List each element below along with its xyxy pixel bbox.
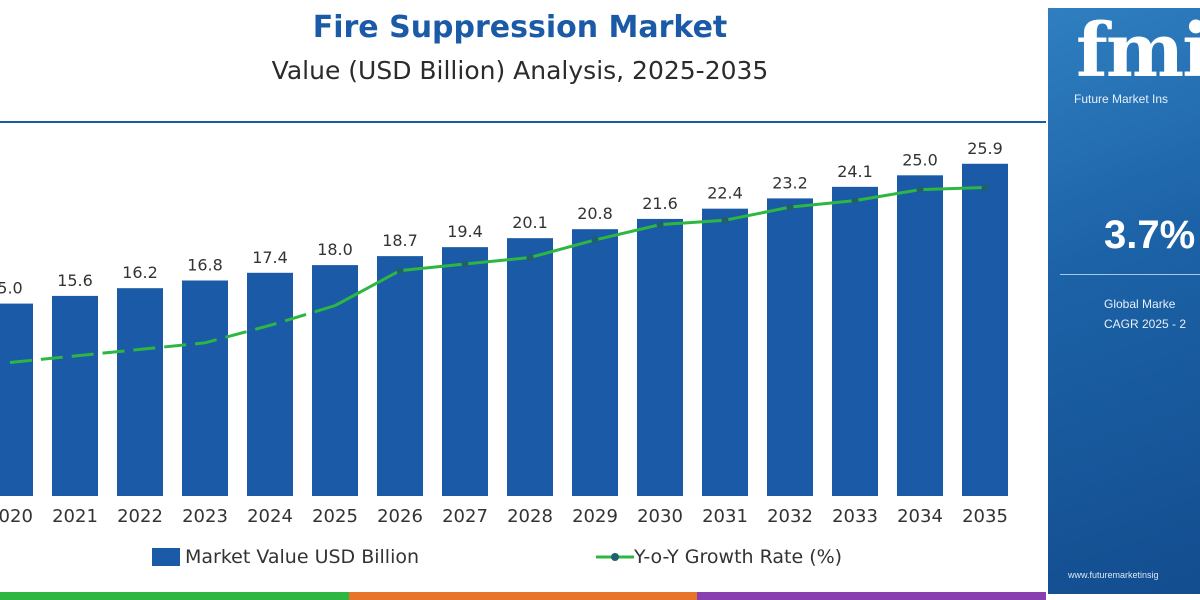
bar-value-label-2031: 22.4 bbox=[707, 184, 743, 203]
cagr-label: Global Marke CAGR 2025 - 2 bbox=[1104, 294, 1186, 334]
bar-value-label-2026: 18.7 bbox=[382, 231, 418, 250]
legend-bar-label: Market Value USD Billion bbox=[185, 546, 419, 568]
x-tick-label-2030: 2030 bbox=[637, 506, 683, 527]
x-tick-label-2026: 2026 bbox=[377, 506, 423, 527]
bar-2021 bbox=[52, 295, 98, 496]
growth-line-dashed bbox=[9, 304, 336, 365]
x-tick-label-2022: 2022 bbox=[117, 506, 163, 527]
x-tick-label-2023: 2023 bbox=[182, 506, 228, 527]
bar-value-label-2028: 20.1 bbox=[512, 213, 548, 232]
x-tick-label-2028: 2028 bbox=[507, 506, 553, 527]
bar-value-label-2022: 16.2 bbox=[122, 263, 158, 282]
growth-point-2033 bbox=[851, 197, 859, 205]
bar-2033 bbox=[832, 186, 878, 497]
side-panel: fmi Future Market Ins 3.7% Global Marke … bbox=[1048, 8, 1200, 594]
legend-line-marker bbox=[611, 553, 619, 561]
bar-2030 bbox=[637, 218, 683, 496]
bar-2032 bbox=[767, 198, 813, 496]
x-tick-label-2031: 2031 bbox=[702, 506, 748, 527]
growth-point-2028 bbox=[526, 253, 534, 261]
growth-point-2026 bbox=[396, 267, 404, 275]
bar-2022 bbox=[117, 288, 163, 496]
x-tick-label-2025: 2025 bbox=[312, 506, 358, 527]
title-divider bbox=[0, 121, 1046, 123]
x-tick-label-2032: 2032 bbox=[767, 506, 813, 527]
bar-value-label-2035: 25.9 bbox=[967, 139, 1003, 158]
bar-value-label-2029: 20.8 bbox=[577, 204, 613, 223]
website-url: www.futuremarketinsig bbox=[1068, 570, 1159, 580]
bar-2023 bbox=[182, 280, 228, 496]
x-tick-label-2033: 2033 bbox=[832, 506, 878, 527]
bottom-color-strip bbox=[0, 592, 1047, 600]
growth-point-2032 bbox=[786, 203, 794, 211]
growth-point-2027 bbox=[461, 260, 469, 268]
bar-2029 bbox=[572, 229, 618, 496]
bar-value-label-2034: 25.0 bbox=[902, 150, 938, 169]
chart-title: Fire Suppression Market bbox=[312, 10, 728, 45]
growth-point-2031 bbox=[721, 216, 729, 224]
bar-labels-group: 5.0 15.6 16.2 16.8 17.4 18.0 18.7 19.4 20.1 20.8 2… bbox=[0, 139, 1003, 298]
x-tick-label-2029: 2029 bbox=[572, 506, 618, 527]
cagr-value: 3.7% bbox=[1104, 213, 1196, 257]
growth-point-2029 bbox=[591, 236, 599, 244]
x-tick-label-2021: 2021 bbox=[52, 506, 98, 527]
strip-segment-green bbox=[0, 592, 349, 600]
bar-2028 bbox=[507, 238, 553, 496]
growth-point-2034 bbox=[916, 186, 924, 194]
bar-value-label-2025: 18.0 bbox=[317, 240, 353, 259]
bar-value-label-2023: 16.8 bbox=[187, 255, 223, 274]
bar-value-label-2030: 21.6 bbox=[642, 194, 678, 213]
growth-line-group bbox=[9, 183, 989, 365]
x-tick-label-2035: 2035 bbox=[962, 506, 1008, 527]
legend-line-label: Y-o-Y Growth Rate (%) bbox=[633, 546, 842, 568]
x-tick-label-2024: 2024 bbox=[247, 506, 293, 527]
bar-value-label-2027: 19.4 bbox=[447, 222, 483, 241]
chart-canvas: 5.0 15.6 16.2 16.8 17.4 18.0 18.7 19.4 20.1 20.8 2… bbox=[0, 139, 1008, 568]
bars-group bbox=[0, 163, 1008, 497]
legend-bar-swatch bbox=[152, 548, 180, 566]
bar-2031 bbox=[702, 208, 748, 497]
bar-2024 bbox=[247, 272, 293, 496]
cagr-label-line2: CAGR 2025 - 2 bbox=[1104, 317, 1187, 331]
bar-value-label-2032: 23.2 bbox=[772, 173, 808, 192]
x-tick-label-2034: 2034 bbox=[897, 506, 943, 527]
bar-2034 bbox=[897, 175, 943, 496]
growth-point-2035 bbox=[981, 183, 989, 191]
logo-tagline: Future Market Ins bbox=[1074, 92, 1169, 106]
growth-point-2030 bbox=[656, 221, 664, 229]
bar-2026 bbox=[377, 256, 423, 496]
x-tick-label-2027: 2027 bbox=[442, 506, 488, 527]
bar-value-label-2020: 5.0 bbox=[0, 279, 23, 298]
bar-value-label-2024: 17.4 bbox=[252, 248, 288, 267]
strip-segment-orange bbox=[348, 592, 698, 600]
bar-2020 bbox=[0, 303, 33, 496]
panel-divider bbox=[1060, 274, 1200, 275]
fmi-logo: fmi bbox=[1076, 8, 1200, 94]
legend: Market Value USD Billion Y-o-Y Growth Ra… bbox=[152, 546, 842, 568]
bar-value-label-2033: 24.1 bbox=[837, 162, 873, 181]
cagr-label-line1: Global Marke bbox=[1104, 297, 1176, 311]
strip-segment-purple bbox=[697, 592, 1047, 600]
bar-2027 bbox=[442, 247, 488, 496]
chart-subtitle: Value (USD Billion) Analysis, 2025-2035 bbox=[271, 56, 769, 85]
bar-value-label-2021: 15.6 bbox=[57, 271, 93, 290]
bar-2035 bbox=[962, 163, 1008, 497]
bar-2025 bbox=[312, 265, 358, 496]
